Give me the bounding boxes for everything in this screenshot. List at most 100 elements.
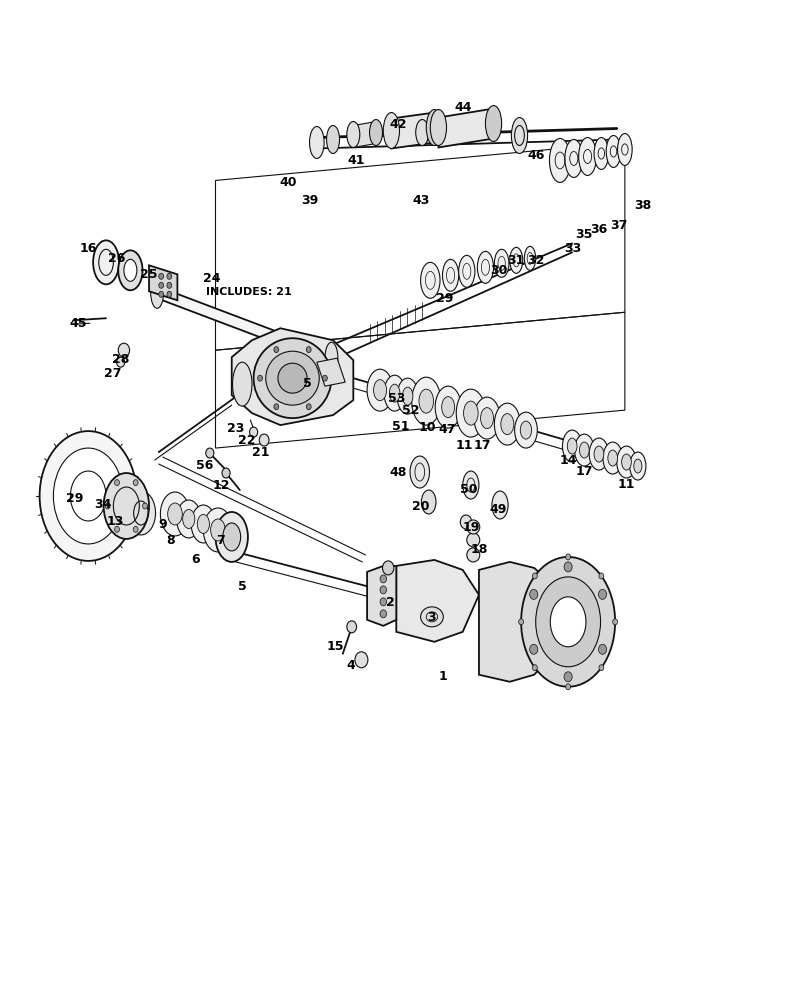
Circle shape bbox=[159, 282, 164, 288]
Ellipse shape bbox=[633, 459, 642, 473]
Circle shape bbox=[380, 586, 386, 594]
Ellipse shape bbox=[466, 520, 479, 534]
Ellipse shape bbox=[574, 434, 594, 466]
Ellipse shape bbox=[603, 442, 622, 474]
Polygon shape bbox=[478, 562, 553, 682]
Ellipse shape bbox=[367, 369, 393, 411]
Circle shape bbox=[105, 503, 110, 509]
Ellipse shape bbox=[430, 110, 446, 145]
Ellipse shape bbox=[397, 378, 418, 414]
Text: 32: 32 bbox=[526, 254, 543, 267]
Ellipse shape bbox=[54, 448, 123, 544]
Text: 29: 29 bbox=[66, 492, 83, 505]
Text: 16: 16 bbox=[79, 242, 97, 255]
Circle shape bbox=[529, 644, 537, 654]
Text: 27: 27 bbox=[104, 367, 121, 380]
Text: 8: 8 bbox=[166, 534, 175, 547]
Circle shape bbox=[599, 665, 603, 671]
Ellipse shape bbox=[104, 473, 149, 539]
Ellipse shape bbox=[265, 351, 319, 405]
Ellipse shape bbox=[579, 442, 589, 458]
Ellipse shape bbox=[324, 342, 337, 374]
Circle shape bbox=[114, 526, 119, 532]
Text: 25: 25 bbox=[140, 268, 157, 281]
Circle shape bbox=[529, 589, 537, 599]
Ellipse shape bbox=[415, 120, 428, 145]
Polygon shape bbox=[438, 109, 493, 147]
Ellipse shape bbox=[441, 397, 454, 418]
Text: 50: 50 bbox=[460, 483, 478, 496]
Ellipse shape bbox=[435, 386, 461, 428]
Text: 15: 15 bbox=[326, 640, 344, 653]
Text: 2: 2 bbox=[386, 596, 394, 609]
Text: 30: 30 bbox=[490, 264, 508, 277]
Text: 19: 19 bbox=[461, 521, 479, 534]
Ellipse shape bbox=[494, 403, 520, 445]
Ellipse shape bbox=[421, 490, 436, 514]
Text: 11: 11 bbox=[455, 439, 473, 452]
Ellipse shape bbox=[197, 514, 209, 533]
Ellipse shape bbox=[182, 509, 195, 528]
Circle shape bbox=[599, 573, 603, 579]
Ellipse shape bbox=[564, 140, 582, 177]
Ellipse shape bbox=[616, 446, 636, 478]
Ellipse shape bbox=[127, 491, 156, 535]
Text: 56: 56 bbox=[196, 459, 213, 472]
Ellipse shape bbox=[203, 508, 232, 552]
Circle shape bbox=[532, 573, 537, 579]
Text: INCLUDES: 21: INCLUDES: 21 bbox=[205, 287, 291, 297]
Circle shape bbox=[306, 347, 311, 353]
Ellipse shape bbox=[567, 438, 577, 454]
Ellipse shape bbox=[402, 387, 412, 405]
Text: 5: 5 bbox=[238, 580, 247, 593]
Ellipse shape bbox=[346, 122, 359, 147]
Circle shape bbox=[133, 480, 138, 486]
Ellipse shape bbox=[384, 375, 405, 411]
Text: 31: 31 bbox=[507, 254, 524, 267]
Polygon shape bbox=[353, 122, 375, 147]
Ellipse shape bbox=[411, 377, 440, 425]
Text: 14: 14 bbox=[559, 454, 576, 467]
Text: 17: 17 bbox=[575, 465, 592, 478]
Text: 39: 39 bbox=[301, 194, 318, 207]
Ellipse shape bbox=[494, 249, 508, 277]
Text: 43: 43 bbox=[412, 194, 430, 207]
Text: 10: 10 bbox=[418, 421, 436, 434]
Circle shape bbox=[273, 347, 278, 353]
Text: 45: 45 bbox=[69, 317, 86, 330]
Circle shape bbox=[221, 468, 230, 478]
Polygon shape bbox=[391, 113, 434, 148]
Text: 44: 44 bbox=[453, 101, 471, 114]
Text: 22: 22 bbox=[238, 434, 255, 447]
Text: 23: 23 bbox=[227, 422, 244, 435]
Text: 34: 34 bbox=[94, 498, 111, 511]
Ellipse shape bbox=[578, 138, 596, 175]
Ellipse shape bbox=[511, 118, 527, 153]
Text: 52: 52 bbox=[401, 404, 419, 417]
Ellipse shape bbox=[629, 452, 645, 480]
Ellipse shape bbox=[521, 557, 615, 687]
Text: 41: 41 bbox=[346, 154, 364, 167]
Ellipse shape bbox=[253, 338, 331, 418]
Text: 5: 5 bbox=[303, 377, 311, 390]
Ellipse shape bbox=[458, 255, 474, 287]
Text: 46: 46 bbox=[526, 149, 543, 162]
Ellipse shape bbox=[520, 421, 531, 439]
Circle shape bbox=[159, 291, 164, 297]
Polygon shape bbox=[231, 328, 353, 425]
Ellipse shape bbox=[594, 138, 608, 169]
Text: 6: 6 bbox=[191, 553, 200, 566]
Ellipse shape bbox=[176, 500, 200, 538]
Circle shape bbox=[518, 619, 523, 625]
Circle shape bbox=[565, 554, 570, 560]
Ellipse shape bbox=[617, 134, 632, 165]
Ellipse shape bbox=[509, 247, 522, 273]
Ellipse shape bbox=[589, 438, 608, 470]
Text: 9: 9 bbox=[158, 518, 167, 531]
Text: 51: 51 bbox=[392, 420, 410, 433]
Ellipse shape bbox=[550, 597, 586, 647]
Circle shape bbox=[167, 273, 171, 279]
Ellipse shape bbox=[369, 120, 382, 145]
Ellipse shape bbox=[456, 389, 485, 437]
Circle shape bbox=[167, 282, 171, 288]
